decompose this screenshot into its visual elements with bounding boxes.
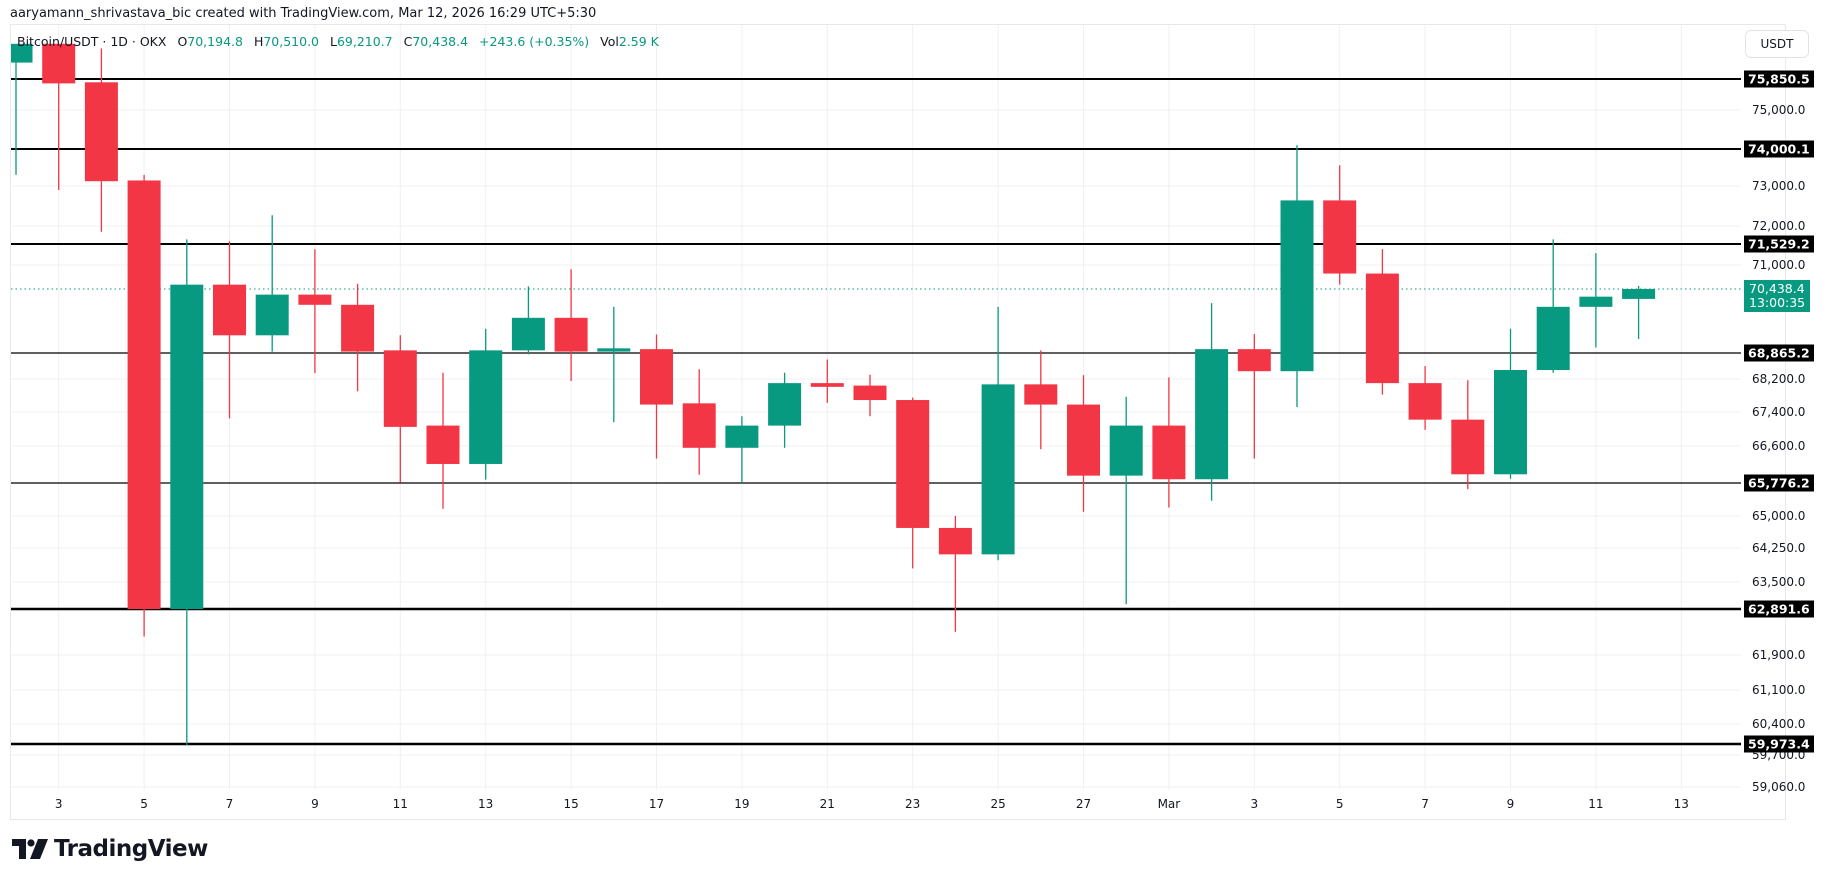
candle-body[interactable] bbox=[1024, 384, 1058, 405]
time-tick: 15 bbox=[563, 797, 579, 811]
candle-body[interactable] bbox=[640, 349, 673, 405]
tradingview-logo[interactable]: TradingView bbox=[12, 836, 208, 862]
price-tick: 65,000.0 bbox=[1752, 509, 1806, 523]
time-tick: 13 bbox=[478, 797, 494, 811]
candle-body[interactable] bbox=[554, 317, 588, 352]
time-tick: 5 bbox=[1335, 797, 1344, 811]
candle-body[interactable] bbox=[682, 403, 716, 448]
price-tick: 67,400.0 bbox=[1752, 405, 1806, 419]
level-price-tag: 71,529.2 bbox=[1744, 235, 1814, 253]
time-tick: 7 bbox=[1421, 797, 1429, 811]
price-tick: 75,000.0 bbox=[1752, 103, 1806, 117]
ohlc-legend: Bitcoin/USDT · 1D · OKX O70,194.8 H70,51… bbox=[17, 34, 659, 49]
open-value: 70,194.8 bbox=[187, 34, 243, 49]
time-tick: 27 bbox=[1075, 797, 1092, 811]
candle-body[interactable] bbox=[213, 284, 246, 336]
time-tick: 19 bbox=[734, 797, 750, 811]
time-tick: 17 bbox=[648, 797, 665, 811]
time-tick: 11 bbox=[392, 797, 408, 811]
candle-body[interactable] bbox=[84, 82, 118, 182]
current-price-tag: 70,438.4 13:00:35 bbox=[1744, 280, 1811, 312]
candle-body[interactable] bbox=[511, 317, 545, 351]
time-tick: 13 bbox=[1673, 797, 1689, 811]
price-tick: 72,000.0 bbox=[1752, 219, 1806, 233]
tradingview-logo-icon bbox=[12, 839, 48, 859]
time-tick: 21 bbox=[819, 797, 835, 811]
price-tick: 59,060.0 bbox=[1752, 780, 1806, 794]
time-tick: 9 bbox=[311, 797, 319, 811]
price-tick: 63,500.0 bbox=[1752, 575, 1806, 589]
candle-body[interactable] bbox=[341, 304, 375, 352]
countdown-timer: 13:00:35 bbox=[1749, 295, 1806, 310]
level-price-tag: 74,000.1 bbox=[1744, 140, 1814, 158]
candle-body[interactable] bbox=[1408, 383, 1442, 420]
time-tick: 3 bbox=[1250, 797, 1259, 811]
price-tick: 66,600.0 bbox=[1752, 439, 1806, 453]
candle-body[interactable] bbox=[896, 400, 930, 528]
candle-body[interactable] bbox=[42, 43, 76, 84]
candle-body[interactable] bbox=[1536, 306, 1570, 371]
change-value: +243.6 (+0.35%) bbox=[479, 34, 590, 49]
candle-body[interactable] bbox=[298, 294, 332, 305]
time-tick: 25 bbox=[990, 797, 1006, 811]
price-tick: 71,000.0 bbox=[1752, 258, 1806, 272]
candle-body[interactable] bbox=[1323, 200, 1357, 274]
time-tick: 3 bbox=[54, 797, 63, 811]
price-tick: 64,250.0 bbox=[1752, 541, 1806, 555]
candle-body[interactable] bbox=[1109, 425, 1143, 476]
time-tick: 5 bbox=[140, 797, 148, 811]
level-price-tag: 59,973.4 bbox=[1744, 735, 1814, 753]
candle-body[interactable] bbox=[469, 350, 503, 464]
candle-body[interactable] bbox=[853, 385, 887, 401]
symbol-label[interactable]: Bitcoin/USDT · 1D · OKX bbox=[17, 34, 167, 49]
candle-body[interactable] bbox=[170, 284, 204, 610]
logo-text: TradingView bbox=[54, 836, 208, 862]
candle-body[interactable] bbox=[1067, 404, 1100, 476]
candle-body[interactable] bbox=[1494, 370, 1527, 475]
low-value: 69,210.7 bbox=[336, 34, 393, 49]
time-tick: 9 bbox=[1506, 797, 1515, 811]
time-tick: 11 bbox=[1588, 797, 1604, 811]
level-price-tag: 65,776.2 bbox=[1744, 474, 1814, 492]
chart-credit: aaryamann_shrivastava_bic created with T… bbox=[10, 6, 597, 21]
candle-body[interactable] bbox=[1280, 200, 1314, 372]
price-tick: 61,100.0 bbox=[1752, 683, 1806, 697]
high-value: 70,510.0 bbox=[263, 34, 320, 49]
price-tick: 68,200.0 bbox=[1752, 372, 1806, 386]
candle-body[interactable] bbox=[1365, 273, 1399, 384]
current-price-value: 70,438.4 bbox=[1749, 281, 1805, 296]
candle-body[interactable] bbox=[938, 527, 972, 555]
level-price-tag: 68,865.2 bbox=[1744, 344, 1814, 362]
chart-pane[interactable] bbox=[10, 24, 1786, 820]
close-value: 70,438.4 bbox=[412, 34, 469, 49]
price-tick: 73,000.0 bbox=[1752, 179, 1806, 193]
price-tick: 61,900.0 bbox=[1752, 648, 1806, 662]
candle-body[interactable] bbox=[768, 383, 802, 426]
candle-body[interactable] bbox=[597, 348, 631, 352]
candle-body[interactable] bbox=[426, 425, 460, 464]
candle-body[interactable] bbox=[1152, 425, 1186, 480]
time-tick: 7 bbox=[225, 797, 234, 811]
volume-value: 2.59 K bbox=[618, 34, 659, 49]
candle-body[interactable] bbox=[0, 43, 33, 63]
candle-body[interactable] bbox=[255, 294, 289, 336]
candle-body[interactable] bbox=[1237, 349, 1271, 372]
price-tick: 60,400.0 bbox=[1752, 717, 1806, 731]
candle-body[interactable] bbox=[810, 383, 844, 387]
candle-body[interactable] bbox=[1622, 289, 1656, 299]
candle-body[interactable] bbox=[1579, 296, 1613, 307]
candle-body[interactable] bbox=[383, 350, 417, 427]
candle-body[interactable] bbox=[725, 425, 759, 448]
time-tick: Mar bbox=[1157, 797, 1181, 811]
currency-button[interactable]: USDT bbox=[1745, 30, 1809, 58]
candle-body[interactable] bbox=[1451, 419, 1485, 475]
level-price-tag: 62,891.6 bbox=[1744, 600, 1814, 618]
candle-body[interactable] bbox=[127, 180, 161, 610]
time-tick: 23 bbox=[905, 797, 921, 811]
level-price-tag: 75,850.5 bbox=[1744, 70, 1814, 88]
candle-body[interactable] bbox=[981, 384, 1015, 555]
candle-body[interactable] bbox=[1195, 349, 1229, 480]
